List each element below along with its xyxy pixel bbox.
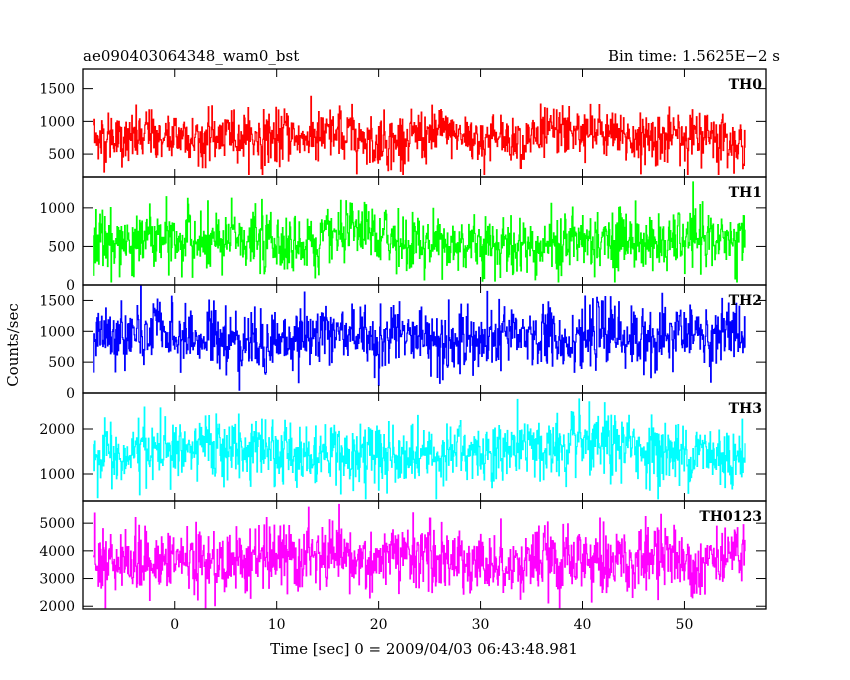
y-tick-label: 4000 bbox=[39, 544, 75, 560]
x-tick-label: 50 bbox=[676, 617, 694, 633]
series-th0 bbox=[93, 95, 746, 175]
y-tick-label: 3000 bbox=[39, 572, 75, 588]
panel-label-th2: TH2 bbox=[729, 293, 762, 309]
y-tick-label: 1500 bbox=[39, 293, 75, 309]
x-tick-label: 20 bbox=[370, 617, 388, 633]
y-tick-label: 2000 bbox=[39, 599, 75, 615]
y-tick-label: 500 bbox=[48, 355, 75, 371]
y-tick-label: 1000 bbox=[39, 324, 75, 340]
y-tick-label: 1000 bbox=[39, 201, 75, 217]
y-tick-label: 500 bbox=[48, 239, 75, 255]
panel-label-th3: TH3 bbox=[729, 401, 762, 417]
panel-label-th0123: TH0123 bbox=[699, 509, 762, 525]
y-tick-label: 1000 bbox=[39, 114, 75, 130]
x-tick-label: 40 bbox=[574, 617, 592, 633]
y-tick-label: 500 bbox=[48, 147, 75, 163]
x-axis-label: Time [sec] 0 = 2009/04/03 06:43:48.981 bbox=[270, 640, 578, 658]
panel-label-th0: TH0 bbox=[729, 77, 763, 93]
panel-label-th1: TH1 bbox=[729, 185, 762, 201]
series-th2 bbox=[93, 285, 746, 391]
x-tick-label: 10 bbox=[268, 617, 286, 633]
y-tick-label: 1500 bbox=[39, 82, 75, 98]
y-tick-label: 5000 bbox=[39, 516, 75, 532]
series-th1 bbox=[93, 181, 746, 283]
panel-frame-th0123 bbox=[82, 500, 767, 610]
bin-time-label: Bin time: 1.5625E−2 s bbox=[608, 47, 780, 65]
chart-title: ae090403064348_wam0_bst bbox=[83, 47, 299, 65]
series-th0123 bbox=[93, 503, 746, 609]
y-axis-label: Counts/sec bbox=[4, 303, 22, 387]
y-tick-label: 1000 bbox=[39, 467, 75, 483]
y-tick-label: 2000 bbox=[39, 422, 75, 438]
y-tick-label: 0 bbox=[66, 386, 75, 402]
y-tick-label: 0 bbox=[66, 278, 75, 294]
x-tick-label: 30 bbox=[472, 617, 490, 633]
series-th3 bbox=[93, 398, 746, 500]
x-tick-label: 0 bbox=[170, 617, 179, 633]
